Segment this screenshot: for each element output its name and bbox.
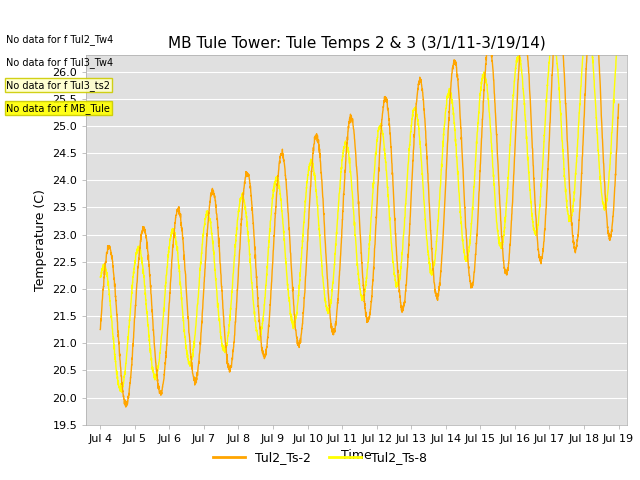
Tul2_Ts-2	[156, 391, 163, 396]
Tul2_Ts-8	[549, 38, 557, 44]
Legend: Tul2_Ts-2, Tul2_Ts-8: Tul2_Ts-2, Tul2_Ts-8	[209, 446, 431, 469]
Y-axis label: Temperature (C): Temperature (C)	[34, 189, 47, 291]
Text: No data for f Tul3_ts2: No data for f Tul3_ts2	[6, 80, 111, 91]
Tul2_Ts-8	[584, 16, 591, 22]
Tul2_Ts-2	[97, 327, 104, 333]
Tul2_Ts-8	[615, 22, 623, 27]
Tul2_Ts-8	[295, 282, 303, 288]
Tul2_Ts-2	[186, 347, 194, 353]
Tul2_Ts-2	[615, 101, 623, 107]
Title: MB Tule Tower: Tule Temps 2 & 3 (3/1/11-3/19/14): MB Tule Tower: Tule Temps 2 & 3 (3/1/11-…	[168, 36, 546, 51]
Tul2_Ts-2	[318, 177, 326, 182]
X-axis label: Time: Time	[341, 449, 372, 462]
Tul2_Ts-8	[118, 389, 125, 395]
Tul2_Ts-8	[605, 180, 612, 185]
Text: No data for f Tul3_Tw4: No data for f Tul3_Tw4	[6, 57, 113, 68]
Tul2_Ts-8	[156, 356, 163, 361]
Tul2_Ts-2	[549, 63, 557, 69]
Text: No data for f MB_Tule: No data for f MB_Tule	[6, 103, 110, 114]
Tul2_Ts-2	[122, 404, 130, 410]
Tul2_Ts-8	[318, 257, 326, 263]
Text: No data for f Tul2_Tw4: No data for f Tul2_Tw4	[6, 34, 114, 45]
Tul2_Ts-8	[97, 274, 104, 280]
Line: Tul2_Ts-2: Tul2_Ts-2	[100, 0, 619, 407]
Tul2_Ts-2	[605, 230, 612, 236]
Tul2_Ts-2	[295, 345, 303, 350]
Line: Tul2_Ts-8: Tul2_Ts-8	[100, 19, 619, 392]
Tul2_Ts-8	[186, 360, 194, 365]
